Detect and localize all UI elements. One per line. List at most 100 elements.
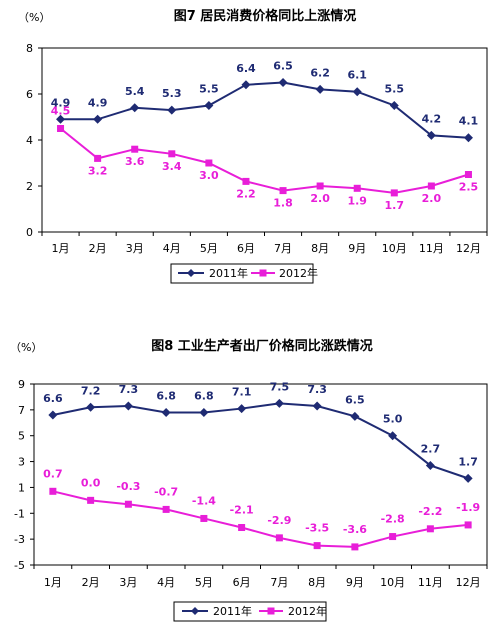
- data-point-diamond: [315, 84, 325, 94]
- data-label: 6.1: [347, 69, 367, 82]
- legend-marker-square: [267, 607, 275, 615]
- data-label: 6.2: [310, 66, 330, 79]
- data-point-square: [124, 500, 132, 508]
- y-tick-label: -3: [14, 533, 25, 546]
- data-label: 1.9: [347, 194, 367, 207]
- data-label: 0.7: [43, 467, 63, 480]
- x-tick-label: 11月: [419, 242, 444, 255]
- data-point-square: [279, 187, 287, 195]
- data-point-diamond: [463, 133, 473, 143]
- x-tick-label: 7月: [274, 242, 292, 255]
- series-2012: 4.5 3.2 3.6 3.4 3.0 2.2 1.8 2.0 1.9 1.7 2.0 2.5: [51, 105, 478, 212]
- data-point-diamond: [199, 407, 209, 417]
- x-tick-label: 8月: [311, 242, 329, 255]
- data-point-square: [426, 525, 434, 533]
- series-2011: 6.6 7.2 7.3 6.8 6.8 7.1 7.5 7.3 6.5 5.0 2.7 1.7: [43, 380, 478, 483]
- x-tick-label: 12月: [456, 242, 481, 255]
- y-tick-label: 8: [26, 42, 33, 55]
- data-point-square: [353, 184, 361, 192]
- data-point-diamond: [274, 398, 284, 408]
- legend-marker-diamond: [191, 607, 199, 615]
- data-point-diamond: [86, 402, 96, 412]
- x-tick-label: 4月: [157, 576, 175, 589]
- series-2011: 4.9 4.9 5.4 5.3 5.5 6.4 6.5 6.2 6.1 5.5 4.2 4.1: [51, 60, 478, 143]
- x-tick-label: 4月: [163, 242, 181, 255]
- data-label: 6.8: [156, 389, 176, 402]
- x-tick-label: 10月: [380, 576, 405, 589]
- data-point-square: [464, 521, 472, 529]
- x-tick-label: 5月: [200, 242, 218, 255]
- y-tick-label: -5: [14, 559, 25, 572]
- data-point-square: [131, 145, 139, 153]
- y-tick-label: 7: [18, 404, 25, 417]
- data-point-square: [162, 505, 170, 513]
- chart-title: 图7 居民消费价格同比上涨情况: [174, 8, 357, 24]
- data-point-diamond: [93, 114, 103, 124]
- data-point-diamond: [204, 101, 214, 110]
- data-point-diamond: [161, 407, 171, 417]
- x-tick-label: 8月: [308, 576, 326, 589]
- data-point-diamond: [425, 460, 435, 470]
- series-2012: 0.7 0.0 -0.3 -0.7 -1.4 -2.1 -2.9 -3.5 -3.6 -2.8 -2…: [43, 467, 480, 551]
- chart-cpi: 图7 居民消费价格同比上涨情况 （%） 0 2 4 6 8 1月 2月 3月 4月 5月 6月 7月 8月 9…: [18, 8, 488, 284]
- x-tick-label: 10月: [382, 242, 407, 255]
- y-tick-label: 2: [26, 180, 33, 193]
- data-label: 2.7: [421, 442, 441, 455]
- x-tick-label: 12月: [456, 576, 481, 589]
- data-label: 5.5: [199, 83, 219, 96]
- data-label: -1.9: [456, 501, 480, 514]
- plot-area: [41, 47, 488, 233]
- data-label: 3.6: [125, 155, 145, 168]
- data-label: 6.5: [273, 60, 293, 73]
- y-tick-label: -1: [14, 507, 25, 520]
- data-label: 6.5: [345, 393, 365, 406]
- data-label: 7.3: [307, 383, 327, 396]
- data-point-diamond: [312, 401, 322, 411]
- x-tick-label: 2月: [89, 242, 107, 255]
- data-label: 7.2: [81, 384, 101, 397]
- y-tick-label: 3: [18, 456, 25, 469]
- data-label: 7.3: [119, 383, 139, 396]
- y-axis-unit: （%）: [10, 341, 42, 354]
- data-label: 6.4: [236, 62, 256, 75]
- x-tick-label: 6月: [233, 576, 251, 589]
- data-point-diamond: [130, 103, 140, 113]
- series-line: [60, 81, 469, 139]
- data-label: 1.7: [458, 455, 478, 468]
- x-tick-label: 11月: [418, 576, 443, 589]
- data-label: 4.1: [459, 115, 479, 128]
- legend-marker-diamond: [187, 269, 195, 277]
- y-tick-label: 0: [26, 226, 33, 239]
- legend: 2011年 2012年: [173, 601, 327, 622]
- data-label: -1.4: [192, 494, 216, 507]
- data-label: 3.4: [162, 160, 182, 173]
- data-point-square: [238, 524, 246, 532]
- chart-ppi: 图8 工业生产者出厂价格同比涨跌情况 （%） -5 -3 -1 1 3 5 7 9 1月 2月 3月 4月…: [10, 338, 488, 622]
- data-point-square: [87, 496, 95, 504]
- data-point-diamond: [463, 473, 473, 483]
- data-point-diamond: [278, 78, 288, 87]
- chart-title: 图8 工业生产者出厂价格同比涨跌情况: [151, 338, 373, 354]
- data-label: -2.1: [230, 504, 254, 517]
- series-line: [59, 127, 469, 194]
- data-label: -0.7: [154, 485, 178, 498]
- data-point-square: [242, 177, 250, 185]
- legend-label: 2012年: [279, 266, 318, 280]
- data-label: -3.5: [305, 522, 329, 535]
- data-label: -3.6: [343, 523, 367, 536]
- data-point-diamond: [388, 431, 398, 441]
- data-point-square: [427, 182, 435, 190]
- data-label: 2.0: [422, 192, 442, 205]
- data-label: 5.3: [162, 87, 182, 100]
- data-label: -2.9: [267, 514, 291, 527]
- data-label: 1.8: [273, 197, 293, 210]
- x-tick-label: 9月: [348, 242, 366, 255]
- data-point-square: [313, 542, 321, 550]
- legend-label: 2012年: [288, 604, 327, 618]
- data-label: -2.2: [418, 505, 442, 518]
- data-point-square: [275, 534, 283, 542]
- data-label: 2.5: [459, 181, 479, 194]
- data-label: 6.6: [43, 392, 63, 405]
- data-point-square: [168, 150, 176, 158]
- data-label: 5.0: [383, 413, 403, 426]
